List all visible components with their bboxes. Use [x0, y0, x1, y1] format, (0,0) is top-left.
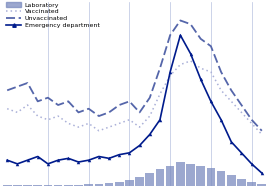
Bar [196, 166, 205, 186]
Bar [74, 185, 83, 186]
Bar [115, 182, 123, 186]
Bar [44, 185, 52, 186]
Bar [23, 185, 32, 186]
Legend: Laboratory, Vaccinated, Unvaccinated, Emergency department: Laboratory, Vaccinated, Unvaccinated, Em… [5, 2, 100, 29]
Bar [146, 173, 154, 186]
Bar [217, 171, 225, 186]
Bar [13, 185, 22, 186]
Bar [247, 182, 256, 186]
Bar [257, 184, 266, 186]
Bar [176, 162, 185, 186]
Bar [54, 185, 62, 186]
Bar [105, 183, 113, 186]
Bar [166, 166, 175, 186]
Bar [237, 179, 246, 186]
Bar [94, 184, 103, 186]
Bar [135, 177, 144, 186]
Bar [227, 175, 236, 186]
Bar [125, 180, 134, 186]
Bar [64, 185, 73, 186]
Bar [207, 168, 215, 186]
Bar [186, 164, 195, 186]
Bar [84, 184, 93, 186]
Bar [3, 185, 12, 186]
Bar [33, 185, 42, 186]
Bar [156, 169, 164, 186]
